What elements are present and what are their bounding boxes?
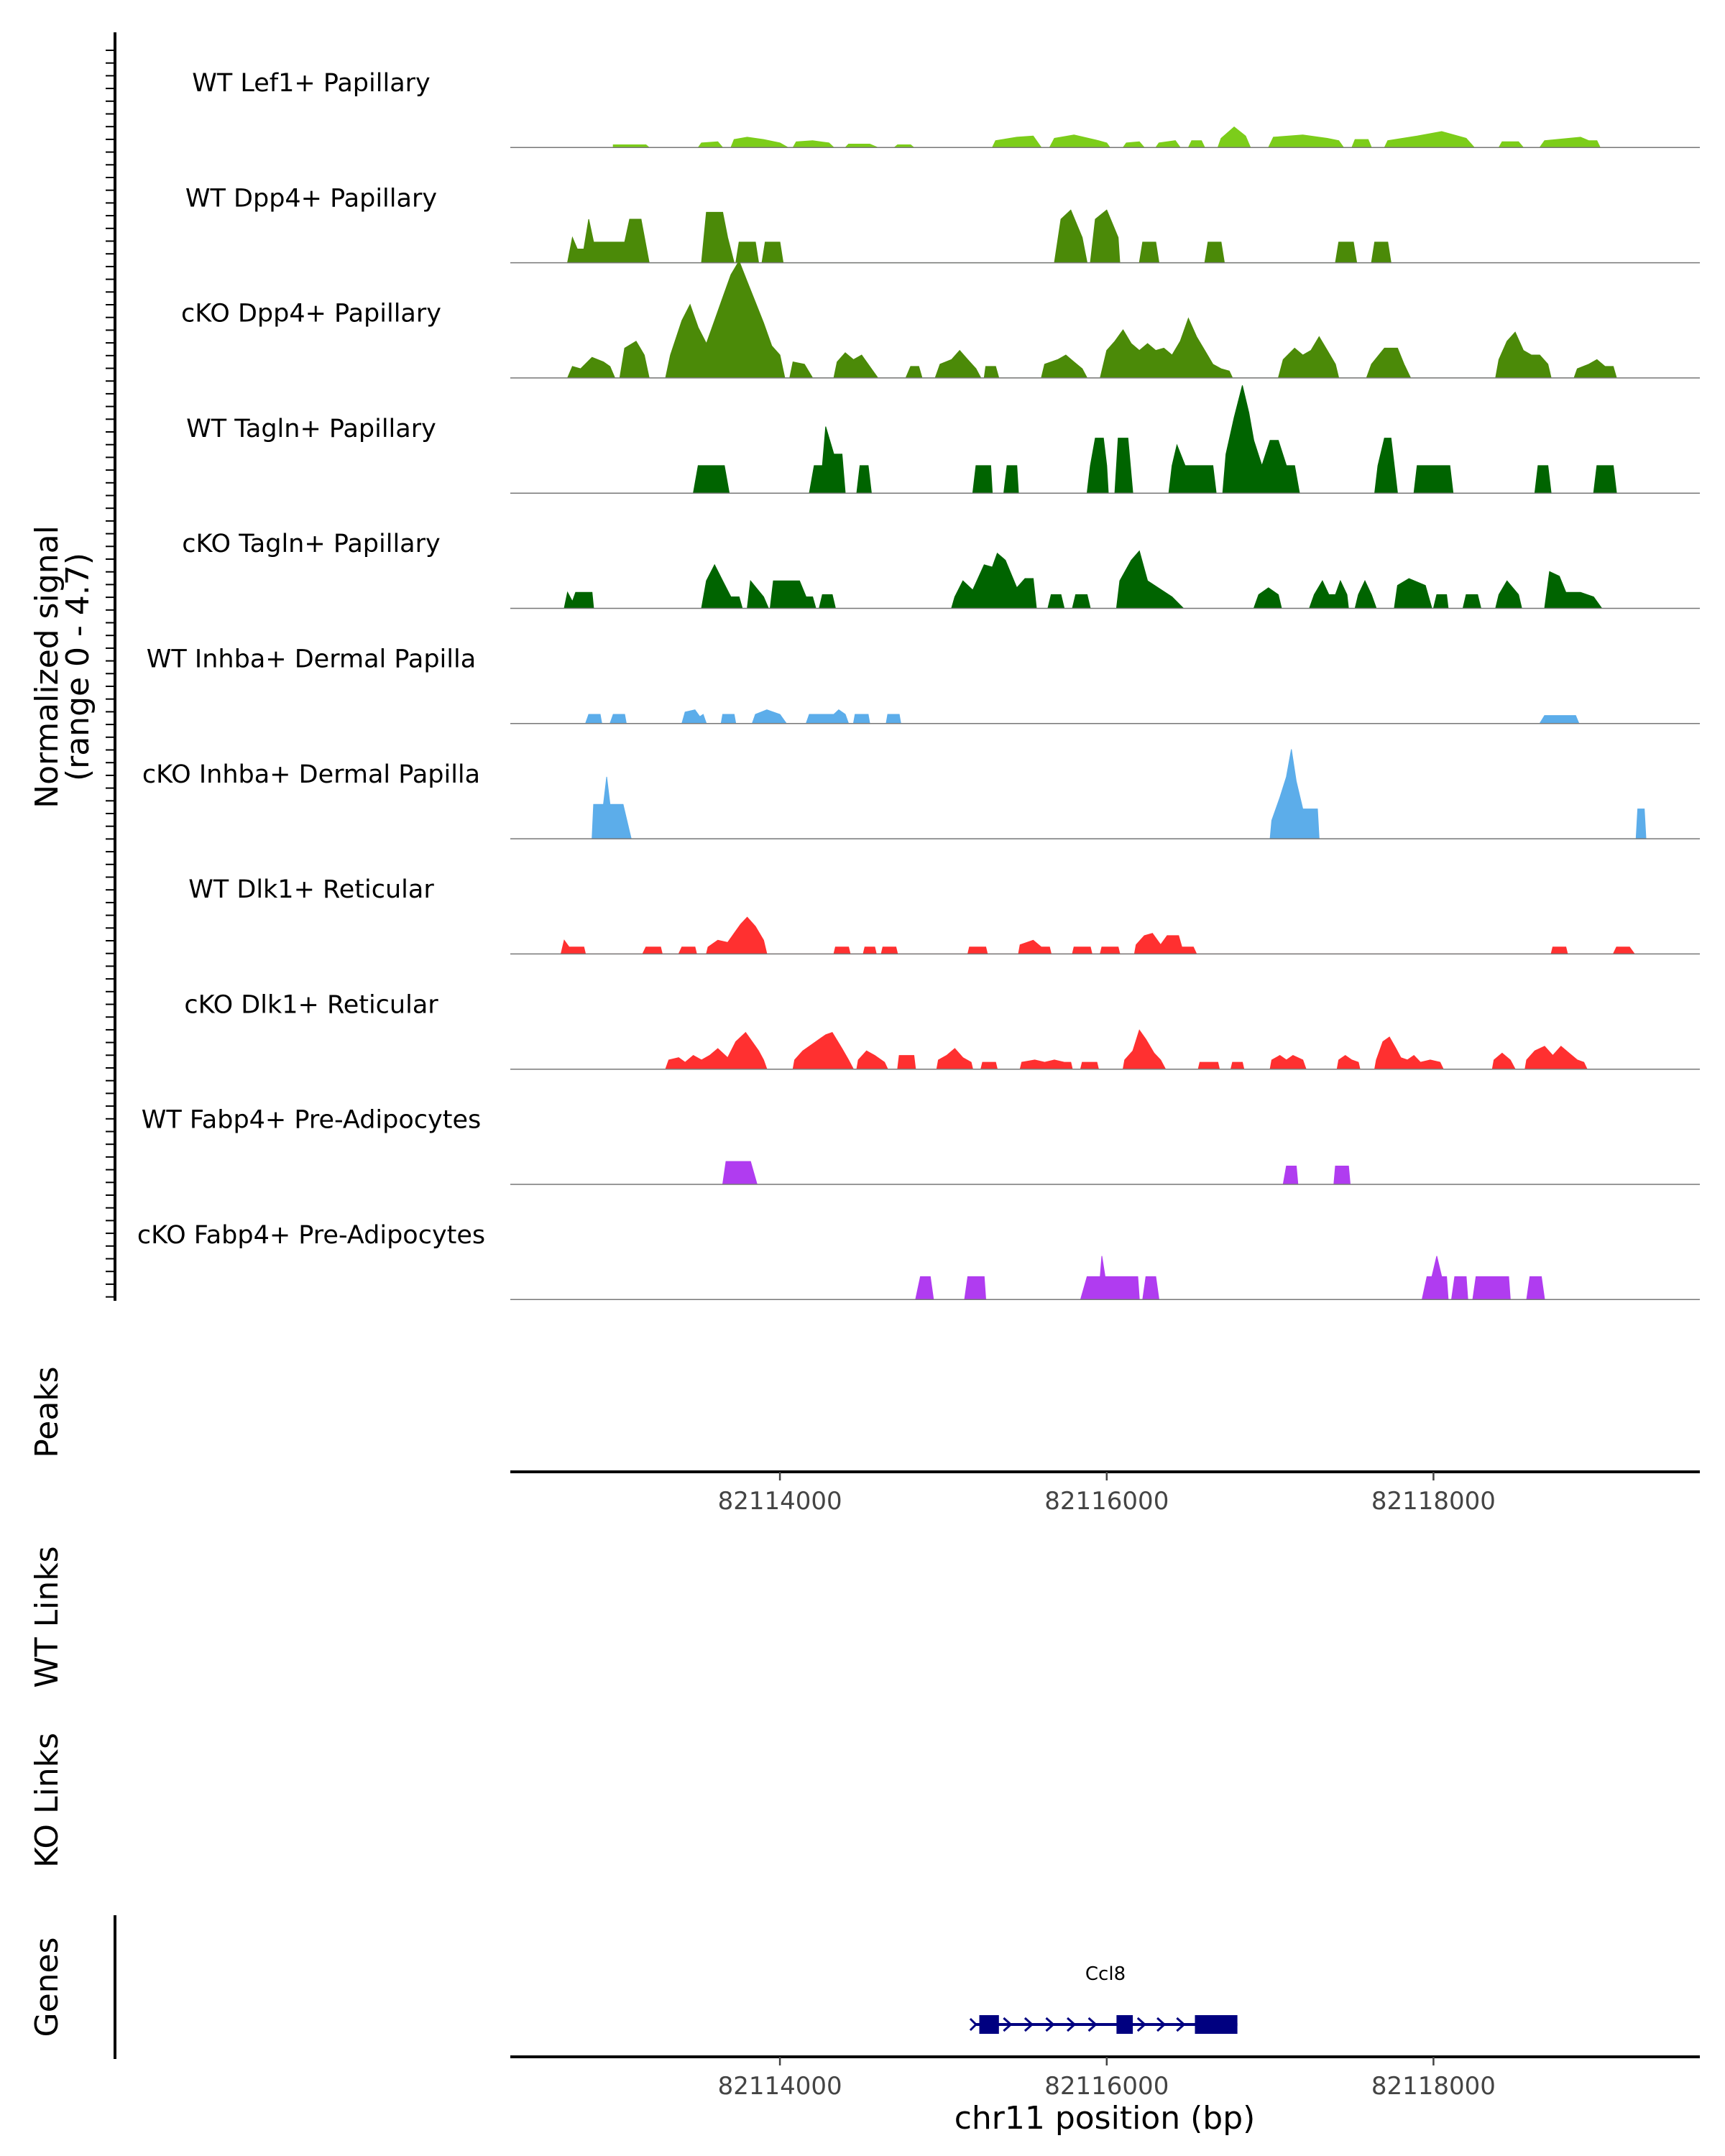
x-tick-label: 82116000 — [1044, 1487, 1169, 1516]
signal-y-axis-ticks — [106, 50, 115, 1298]
genes-x-axis: 82114000 82116000 82118000 — [510, 2055, 1700, 2101]
strand-arrow — [1067, 2017, 1077, 2032]
genes-label: Genes — [29, 1937, 65, 2037]
gene-name-label: Ccl8 — [1085, 1963, 1126, 1985]
track-label: WT Inhba+ Dermal Papilla — [147, 645, 476, 674]
coverage-area — [722, 1161, 1351, 1185]
x-tick-label: 82114000 — [718, 1487, 842, 1516]
track-label: cKO Dpp4+ Papillary — [181, 300, 441, 328]
track: cKO Dpp4+ Papillary — [181, 259, 1700, 379]
y-axis-range-label: (range 0 - 4.7) — [60, 553, 96, 781]
strand-arrow — [1045, 2017, 1055, 2032]
coverage-area — [915, 1256, 1545, 1300]
strand-arrow — [1087, 2017, 1098, 2032]
coverage-area — [560, 916, 1636, 954]
exon — [1116, 2015, 1133, 2034]
coverage-area — [566, 259, 1617, 379]
track: WT Inhba+ Dermal Papilla — [147, 645, 1700, 724]
track: cKO Inhba+ Dermal Papilla — [142, 749, 1700, 839]
strand-arrow — [1003, 2017, 1013, 2032]
coverage-area — [584, 709, 1580, 724]
strand-arrow — [1176, 2017, 1186, 2032]
track-label: cKO Dlk1+ Reticular — [184, 990, 438, 1019]
track: WT Dlk1+ Reticular — [188, 875, 1700, 955]
x-tick-label: 82116000 — [1044, 2072, 1169, 2101]
strand-arrow — [1136, 2017, 1147, 2032]
track: cKO Fabp4+ Pre-Adipocytes — [137, 1221, 1700, 1301]
track-label: cKO Inhba+ Dermal Papilla — [142, 760, 480, 789]
gene-start-marker — [969, 2017, 978, 2032]
x-tick-label: 82118000 — [1371, 2072, 1496, 2101]
peaks-label: Peaks — [29, 1366, 65, 1457]
x-tick-label: 82118000 — [1371, 1487, 1496, 1516]
exon — [979, 2015, 999, 2034]
track: WT Lef1+ Papillary — [192, 69, 1700, 149]
track-label: WT Dlk1+ Reticular — [188, 875, 434, 904]
coverage-area — [693, 385, 1617, 494]
wt-links-label: WT Links — [29, 1546, 65, 1687]
track-label: WT Dpp4+ Papillary — [185, 184, 437, 213]
track: cKO Dlk1+ Reticular — [184, 990, 1700, 1070]
track-label: cKO Fabp4+ Pre-Adipocytes — [137, 1221, 485, 1250]
signal-tracks: WT Lef1+ Papillary WT Dpp4+ Papillary cKO … — [137, 69, 1700, 1301]
y-axis-label: Normalized signal — [29, 525, 65, 808]
track-label: WT Lef1+ Papillary — [192, 69, 431, 98]
coverage-area — [665, 1029, 1588, 1070]
track: WT Dpp4+ Papillary — [185, 184, 1700, 264]
ko-links-label: KO Links — [29, 1733, 65, 1868]
coverage-area — [592, 749, 1647, 839]
peaks-x-axis: 82114000 82116000 82118000 — [510, 1470, 1700, 1516]
coverage-area — [612, 126, 1601, 148]
strand-arrow — [1156, 2017, 1167, 2032]
track-label: cKO Tagln+ Papillary — [182, 530, 441, 558]
track-label: WT Tagln+ Papillary — [186, 415, 436, 443]
coverage-area — [564, 550, 1603, 609]
gene-model — [969, 2015, 1238, 2034]
track: WT Fabp4+ Pre-Adipocytes — [142, 1106, 1700, 1185]
exon — [1195, 2015, 1238, 2034]
track: WT Tagln+ Papillary — [186, 385, 1700, 494]
strand-arrow — [1024, 2017, 1034, 2032]
track-label: WT Fabp4+ Pre-Adipocytes — [142, 1106, 481, 1135]
x-axis-title: chr11 position (bp) — [954, 2100, 1256, 2137]
x-tick-label: 82114000 — [718, 2072, 842, 2101]
coverage-area — [566, 209, 1392, 264]
track: cKO Tagln+ Papillary — [182, 530, 1700, 609]
